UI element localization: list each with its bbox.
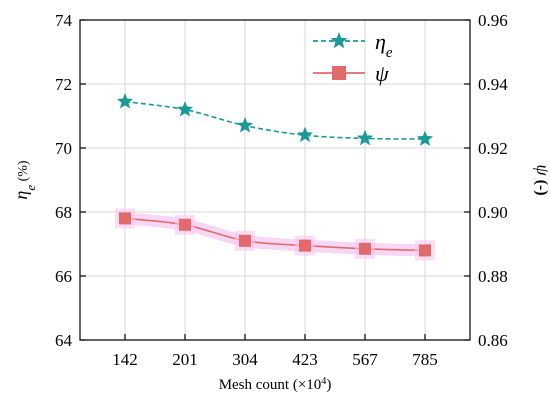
grid <box>80 19 470 341</box>
left-axis-title-symbol: η <box>11 191 31 200</box>
right-axis-title-unit: (-) <box>533 176 550 196</box>
left-axis-title-unit: (%) <box>16 160 31 185</box>
data-point-star <box>176 100 194 117</box>
right-axis-title-symbol: ψ <box>533 164 550 176</box>
plot-frame <box>79 19 471 341</box>
right-tick-label: 0.86 <box>478 331 508 350</box>
data-point-star <box>296 126 314 143</box>
right-tick-label: 0.88 <box>478 267 508 286</box>
legend-label-efficiency: ηe <box>375 29 393 61</box>
right-tick-label: 0.94 <box>478 75 508 94</box>
right-tick-labels: 0.86 0.88 0.90 0.92 0.94 0.96 <box>478 11 508 350</box>
x-tick-label: 201 <box>172 350 198 369</box>
left-tick-labels: 64 66 68 70 72 74 <box>55 11 73 350</box>
left-tick-label: 74 <box>55 11 73 30</box>
data-point-square <box>299 239 311 252</box>
left-axis-title-subscript: e <box>23 185 38 191</box>
left-tick-label: 72 <box>55 75 72 94</box>
data-point-square <box>179 218 191 231</box>
data-point-star <box>116 92 134 109</box>
tick-marks <box>80 19 470 341</box>
right-tick-label: 0.90 <box>478 203 508 222</box>
x-tick-label: 142 <box>112 350 138 369</box>
legend-entry-efficiency <box>313 32 365 49</box>
legend: ηe ψ <box>313 29 393 86</box>
left-axis-title: ηe (%) <box>11 160 38 200</box>
right-tick-label: 0.92 <box>478 139 508 158</box>
left-tick-label: 70 <box>55 139 72 158</box>
x-axis-title-suffix: ) <box>326 377 331 393</box>
data-point-square <box>419 244 431 257</box>
x-tick-label: 304 <box>232 350 258 369</box>
data-point-square <box>239 234 251 247</box>
right-axis-title: ψ (-) <box>533 164 550 195</box>
x-tick-label: 785 <box>412 350 438 369</box>
legend-label-efficiency-symbol: η <box>375 29 386 54</box>
data-point-star <box>236 116 254 133</box>
x-axis-title-exponent: 4 <box>321 376 326 387</box>
left-tick-label: 68 <box>55 203 72 222</box>
x-axis-title: Mesh count (×104) <box>219 376 332 394</box>
data-point-square <box>359 242 371 255</box>
legend-marker-square <box>332 66 346 80</box>
x-tick-label: 567 <box>352 350 378 369</box>
left-tick-label: 66 <box>55 267 72 286</box>
legend-label-efficiency-subscript: e <box>386 45 393 61</box>
series-layer <box>115 92 435 261</box>
x-tick-label: 423 <box>292 350 318 369</box>
legend-label-psi: ψ <box>375 61 389 86</box>
data-point-square <box>119 212 131 225</box>
series-efficiency <box>116 92 434 147</box>
legend-entry-psi <box>313 66 365 80</box>
x-tick-labels: 142 201 304 423 567 785 <box>112 350 438 369</box>
series-psi <box>115 208 435 261</box>
legend-marker-star <box>330 32 348 49</box>
right-tick-label: 0.96 <box>478 11 508 30</box>
series-line <box>124 100 426 140</box>
left-tick-label: 64 <box>55 331 73 350</box>
x-axis-title-prefix: Mesh count (×10 <box>219 377 322 393</box>
data-point-star <box>416 130 434 147</box>
data-point-star <box>356 129 374 146</box>
